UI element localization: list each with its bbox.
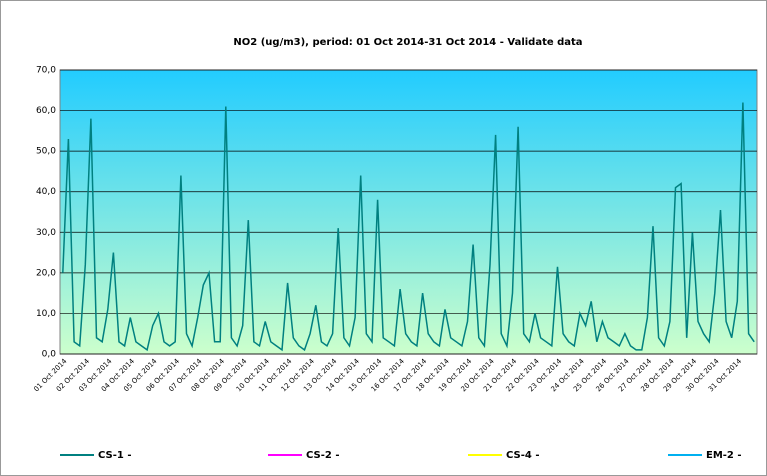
legend-label: CS-4 - — [506, 450, 539, 461]
y-tick-label: 60,0 — [36, 106, 56, 116]
legend-label: EM-2 - — [706, 450, 742, 461]
y-tick-label: 10,0 — [36, 309, 56, 319]
y-tick-label: 20,0 — [36, 268, 56, 278]
y-tick-label: 50,0 — [36, 147, 56, 157]
plot-area — [59, 69, 758, 355]
legend-label: CS-2 - — [306, 450, 339, 461]
legend-label: CS-1 - — [98, 450, 131, 461]
y-tick-label: 40,0 — [36, 187, 56, 197]
chart-title: NO2 (ug/m3), period: 01 Oct 2014-31 Oct … — [233, 37, 582, 48]
y-tick-label: 0,0 — [42, 350, 57, 360]
y-tick-label: 30,0 — [36, 228, 56, 238]
series-line — [62, 102, 755, 352]
y-tick-label: 70,0 — [36, 66, 56, 76]
